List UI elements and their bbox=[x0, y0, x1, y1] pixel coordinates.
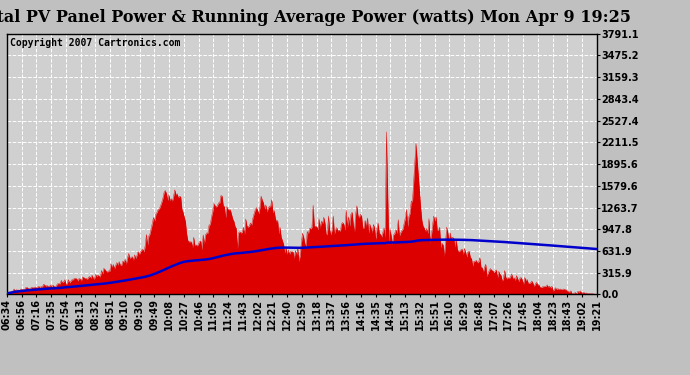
Text: Copyright 2007 Cartronics.com: Copyright 2007 Cartronics.com bbox=[10, 38, 180, 48]
Text: Total PV Panel Power & Running Average Power (watts) Mon Apr 9 19:25: Total PV Panel Power & Running Average P… bbox=[0, 9, 631, 26]
